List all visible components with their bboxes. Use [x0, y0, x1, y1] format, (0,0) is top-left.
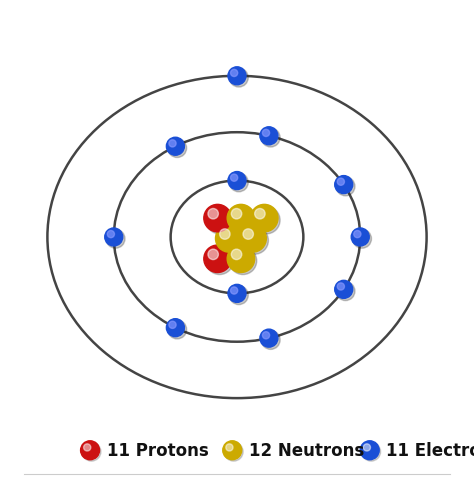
Circle shape — [169, 322, 176, 329]
Circle shape — [206, 207, 233, 234]
Circle shape — [239, 225, 266, 253]
Circle shape — [241, 227, 268, 255]
Circle shape — [216, 225, 243, 253]
Circle shape — [360, 441, 379, 460]
Circle shape — [363, 444, 371, 451]
Circle shape — [362, 442, 381, 461]
Circle shape — [208, 249, 219, 260]
Text: 12 Neutrons: 12 Neutrons — [249, 441, 364, 459]
Circle shape — [229, 247, 257, 275]
Circle shape — [230, 287, 238, 295]
Circle shape — [208, 209, 219, 219]
Circle shape — [336, 177, 355, 196]
Circle shape — [228, 285, 246, 303]
Text: 11 Protons: 11 Protons — [107, 441, 209, 459]
Circle shape — [223, 441, 242, 460]
Circle shape — [169, 140, 176, 148]
Circle shape — [227, 205, 255, 232]
Circle shape — [230, 175, 238, 182]
Circle shape — [106, 230, 125, 248]
Circle shape — [168, 139, 187, 158]
Circle shape — [251, 205, 278, 232]
Circle shape — [260, 330, 278, 348]
Circle shape — [261, 129, 280, 148]
Circle shape — [166, 319, 184, 337]
Circle shape — [226, 444, 233, 451]
Text: 11 Electrons: 11 Electrons — [386, 441, 474, 459]
Circle shape — [263, 130, 270, 137]
Circle shape — [168, 321, 187, 339]
Circle shape — [231, 249, 242, 260]
Circle shape — [229, 286, 248, 305]
Circle shape — [337, 179, 345, 186]
Circle shape — [231, 209, 242, 219]
Circle shape — [229, 207, 257, 234]
Circle shape — [166, 138, 184, 156]
Circle shape — [219, 229, 230, 240]
Circle shape — [335, 281, 353, 299]
Circle shape — [107, 231, 115, 238]
Circle shape — [224, 442, 243, 461]
Circle shape — [229, 69, 248, 88]
Circle shape — [335, 176, 353, 194]
Circle shape — [206, 247, 233, 275]
Circle shape — [228, 172, 246, 190]
Circle shape — [229, 173, 248, 192]
Circle shape — [260, 128, 278, 145]
Circle shape — [82, 442, 101, 461]
Circle shape — [243, 229, 254, 240]
Circle shape — [353, 230, 372, 248]
Circle shape — [81, 441, 100, 460]
Circle shape — [230, 70, 238, 77]
Circle shape — [253, 207, 280, 234]
Circle shape — [227, 245, 255, 273]
Circle shape — [83, 444, 91, 451]
Circle shape — [351, 228, 369, 246]
Circle shape — [228, 68, 246, 86]
Circle shape — [336, 282, 355, 301]
Circle shape — [105, 228, 123, 246]
Circle shape — [263, 332, 270, 339]
Circle shape — [204, 205, 231, 232]
Circle shape — [337, 283, 345, 291]
Circle shape — [255, 209, 265, 219]
Circle shape — [261, 331, 280, 350]
Circle shape — [354, 231, 361, 238]
Circle shape — [204, 245, 231, 273]
Circle shape — [218, 227, 245, 255]
